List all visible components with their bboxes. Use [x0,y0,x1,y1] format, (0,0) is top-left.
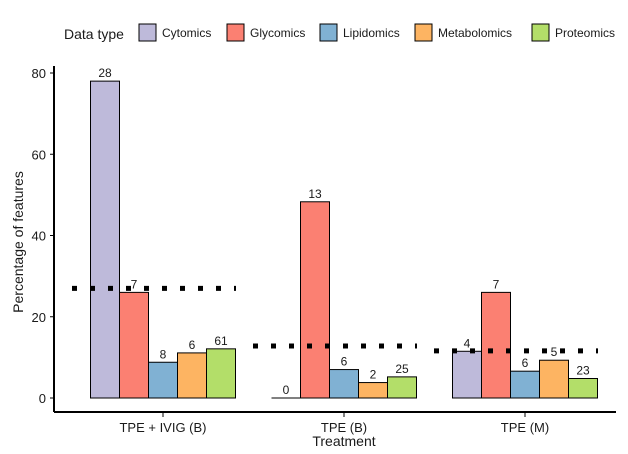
y-tick-label: 40 [32,229,46,244]
bar-tpe-b-lipidomics [329,369,359,399]
data-label-tpe-m-lipidomics: 6 [522,356,529,370]
legend-key-cytomics [138,23,157,42]
bar-tpe-ivig-b-lipidomics [148,361,178,399]
legend-label-lipidomics: Lipidomics [343,26,400,40]
bar-tpe-b-glycomics [300,201,330,399]
data-label-tpe-b-metabolomics: 2 [370,368,377,382]
legend-key-metabolomics [414,23,433,42]
data-label-tpe-m-cytomics: 4 [464,336,471,350]
data-label-tpe-b-cytomics: 0 [283,383,290,397]
data-label-tpe-b-proteomics: 25 [395,362,409,376]
bar-tpe-b-metabolomics [358,382,388,399]
bar-tpe-ivig-b-metabolomics [177,352,207,399]
data-label-tpe-ivig-b-metabolomics: 6 [189,338,196,352]
bar-tpe-ivig-b-cytomics [90,80,120,399]
y-tick-label: 20 [32,310,46,325]
y-axis-title: Percentage of features [10,171,26,313]
bar-tpe-m-metabolomics [539,359,569,399]
bar-tpe-m-glycomics [481,291,511,399]
legend-key-proteomics [531,23,550,42]
data-label-tpe-b-glycomics: 13 [308,187,322,201]
bar-tpe-m-lipidomics [510,370,540,399]
legend-label-cytomics: Cytomics [162,26,211,40]
legend-key-lipidomics [319,23,338,42]
legend-title: Data type [64,26,124,42]
data-label-tpe-b-lipidomics: 6 [341,355,348,369]
data-label-tpe-m-proteomics: 23 [576,364,590,378]
data-label-tpe-ivig-b-cytomics: 28 [98,66,112,80]
y-tick-label: 60 [32,147,46,162]
data-label-tpe-ivig-b-lipidomics: 8 [160,347,167,361]
legend-label-glycomics: Glycomics [250,26,305,40]
legend: Data type Cytomics Glycomics Lipidomics Met… [64,23,615,42]
x-axis-title: Treatment [312,433,375,449]
bar-tpe-m-proteomics [568,378,598,399]
data-label-tpe-ivig-b-proteomics: 61 [214,334,228,348]
bar-tpe-b-proteomics [387,376,417,399]
data-label-tpe-m-glycomics: 7 [493,277,500,291]
legend-label-proteomics: Proteomics [555,26,615,40]
x-tick-label: TPE + IVIG (B) [119,420,206,435]
x-tick-label: TPE (M) [501,420,549,435]
legend-key-glycomics [226,23,245,42]
bar-tpe-ivig-b-proteomics [206,348,236,399]
bar-tpe-m-cytomics [452,350,482,399]
x-tick-label: TPE (B) [321,420,367,435]
data-label-tpe-ivig-b-glycomics: 7 [131,277,138,291]
y-tick-label: 0 [39,391,46,406]
legend-label-metabolomics: Metabolomics [438,26,512,40]
y-tick-label: 80 [32,66,46,81]
plot-area: 0 20 40 60 80 28 7 8 6 61 TPE + IVIG (B) 0 13 6 2 25 TPE… [32,66,616,435]
data-label-tpe-m-metabolomics: 5 [551,345,558,359]
bar-tpe-ivig-b-glycomics [119,291,149,399]
